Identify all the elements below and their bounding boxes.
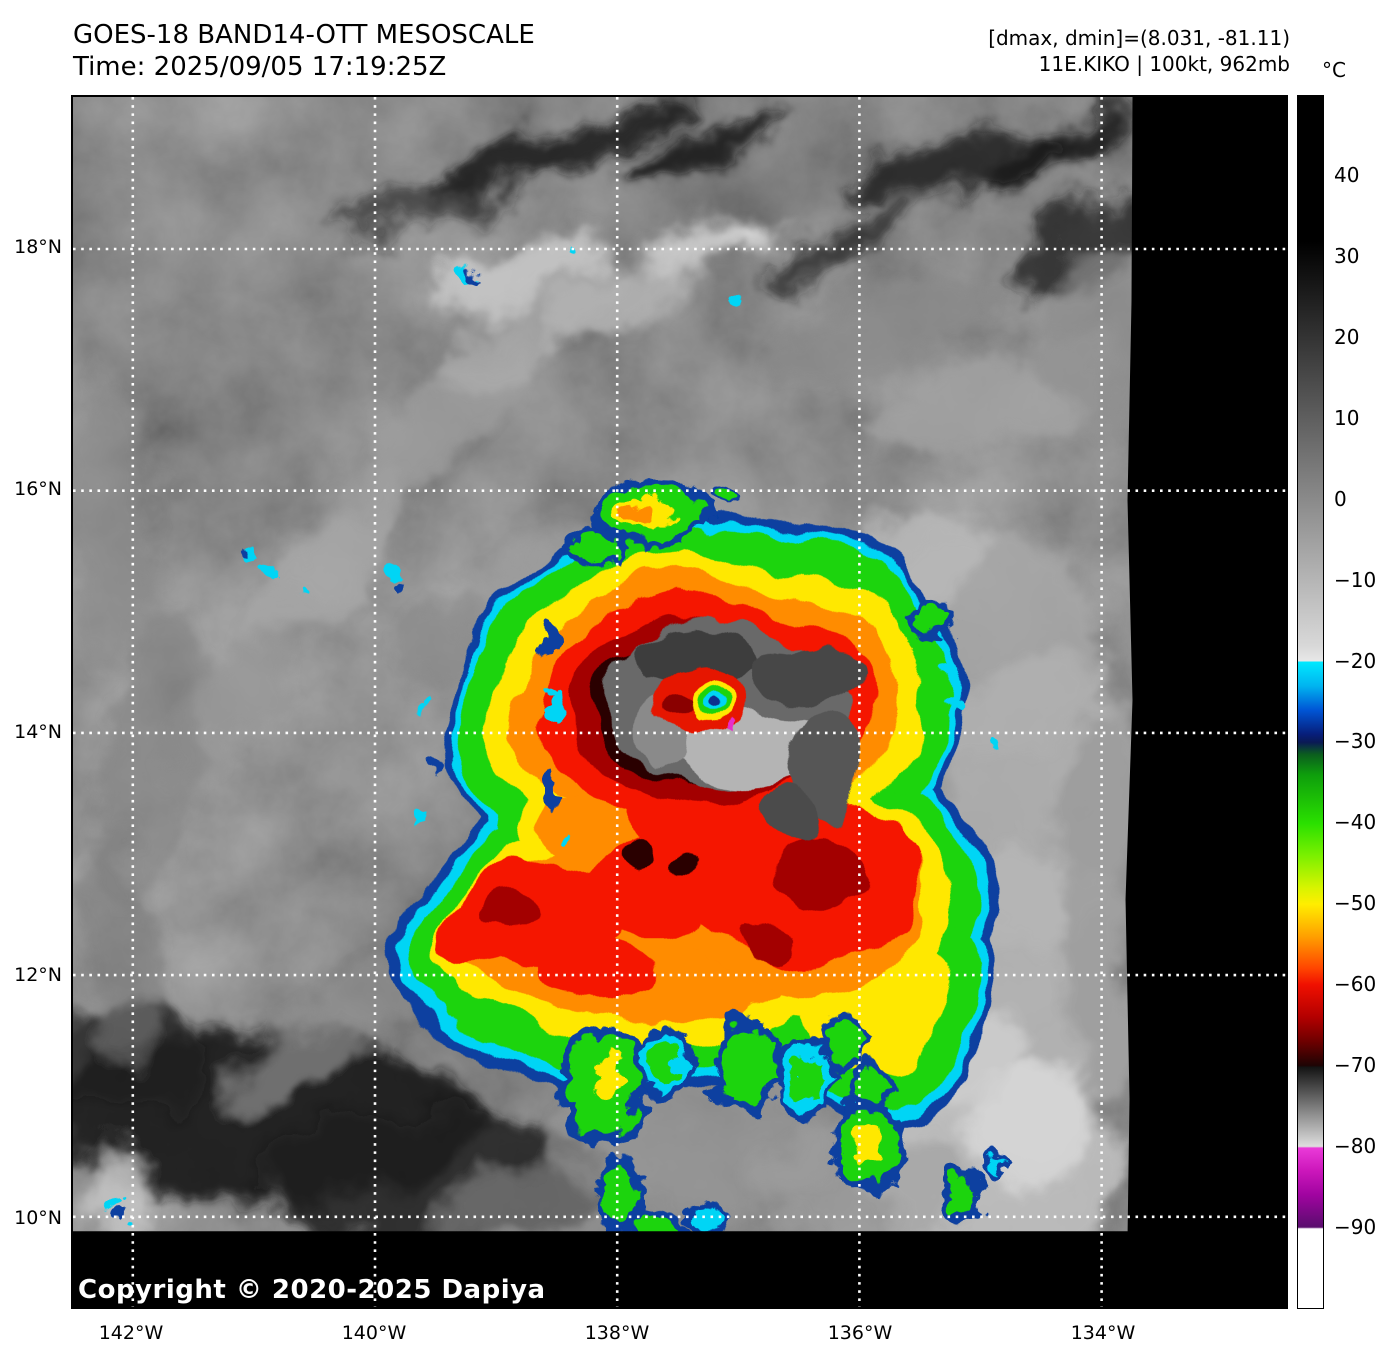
colorbar-tick-label: −80 — [1334, 1134, 1377, 1159]
colorbar-tick-label: −30 — [1334, 729, 1377, 754]
plot-title: GOES-18 BAND14-OTT MESOSCALE — [73, 20, 535, 50]
convective-cells — [103, 235, 1002, 1247]
lon-tick-label: 138°W — [584, 1322, 650, 1344]
satellite-image — [73, 97, 1286, 1307]
colorbar — [1297, 95, 1324, 1309]
colorbar-tick-label: 10 — [1334, 405, 1360, 430]
colorbar-tick-label: −90 — [1334, 1215, 1377, 1240]
lon-tick-label: 140°W — [341, 1322, 407, 1344]
colorbar-tick-label: −50 — [1334, 891, 1377, 916]
colorbar-tick-label: 30 — [1334, 243, 1360, 268]
lon-tick-label: 134°W — [1070, 1322, 1136, 1344]
dmax-dmin-annotation: [dmax, dmin]=(8.031, -81.11) — [988, 26, 1290, 50]
plot-timestamp: Time: 2025/09/05 17:19:25Z — [73, 52, 447, 82]
colorbar-tick-label: −70 — [1334, 1053, 1377, 1078]
colorbar-tick-label: −10 — [1334, 567, 1377, 592]
colorbar-tick-label: −40 — [1334, 810, 1377, 835]
colorbar-tick-label: −60 — [1334, 972, 1377, 997]
annotation-block: [dmax, dmin]=(8.031, -81.11) 11E.KIKO | … — [988, 25, 1290, 78]
colorbar-tick-label: 0 — [1334, 486, 1347, 511]
satellite-map: Copyright © 2020-2025 Dapiya — [71, 95, 1288, 1309]
copyright-watermark: Copyright © 2020-2025 Dapiya — [78, 1275, 546, 1305]
lat-tick-label: 14°N — [14, 721, 62, 743]
gridlines — [73, 97, 1286, 1307]
storm-kiko — [385, 514, 1002, 1121]
lon-tick-label: 142°W — [98, 1322, 164, 1344]
storm-center-burst — [650, 652, 750, 736]
lat-tick-label: 12°N — [14, 964, 62, 986]
no-data-region — [73, 97, 1286, 1307]
lon-tick-label: 136°W — [827, 1322, 893, 1344]
colorbar-unit-label: °C — [1322, 58, 1346, 82]
lat-tick-label: 16°N — [14, 478, 62, 500]
colorbar-tick-label: −20 — [1334, 648, 1377, 673]
lat-tick-label: 18°N — [14, 235, 62, 258]
storm-info-annotation: 11E.KIKO | 100kt, 962mb — [1038, 52, 1290, 77]
colorbar-tick-label: 40 — [1334, 162, 1360, 187]
lat-tick-label: 10°N — [14, 1206, 62, 1229]
colorbar-tick-label: 20 — [1334, 324, 1360, 349]
